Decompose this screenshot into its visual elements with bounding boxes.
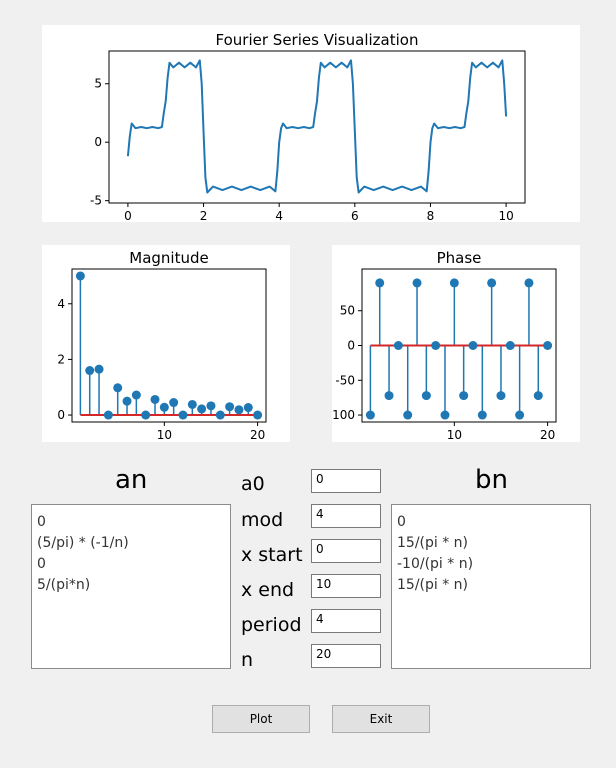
y-tick-label: 0 — [347, 339, 355, 353]
series-line — [126, 59, 508, 194]
stem-marker — [393, 341, 403, 350]
chart-title: Magnitude — [129, 249, 208, 267]
stem-marker — [225, 402, 235, 412]
stem-marker — [85, 366, 95, 376]
stem-marker — [234, 405, 244, 415]
an-line: 0 — [37, 556, 46, 572]
bn-line: 15/(pi * n) — [397, 535, 469, 551]
phase-chart: Phase 10 20 100 -50 0 50 — [332, 249, 557, 442]
stem-marker — [403, 410, 413, 420]
stem-marker — [375, 278, 385, 288]
y-tick-label: 4 — [57, 297, 65, 311]
stem-marker — [113, 383, 123, 393]
y-tick-label: 0 — [57, 408, 65, 422]
stem-marker — [533, 391, 543, 401]
period-label: period — [241, 614, 302, 636]
an-line: 0 — [37, 514, 46, 530]
fourier-series-chart: Fourier Series Visualization 0 2 4 6 8 10 -5 0 5 — [90, 31, 526, 223]
magnitude-plot: Magnitude 10 20 0 2 4 — [42, 245, 290, 442]
x-tick-label: 20 — [540, 428, 555, 442]
stem-marker — [187, 399, 197, 409]
stem-marker — [477, 410, 487, 420]
x-tick-label: 0 — [124, 209, 132, 223]
an-line: (5/pi) * (-1/n) — [37, 535, 129, 551]
x-start-label: x start — [241, 544, 303, 566]
x-tick-label: 6 — [351, 209, 359, 223]
stem-marker — [431, 341, 441, 350]
an-textarea[interactable]: 0 (5/pi) * (-1/n) 0 5/(pi*n) — [31, 504, 231, 669]
stem-marker — [215, 410, 225, 420]
fourier-series-plot: Fourier Series Visualization 0 2 4 6 8 10 -5 0 5 — [42, 25, 580, 223]
y-tick-label: 5 — [94, 77, 102, 91]
mod-input[interactable]: 4 — [311, 504, 381, 528]
x-end-input[interactable]: 10 — [311, 574, 381, 598]
stem-marker — [178, 410, 188, 420]
y-tick-label: 100 — [332, 408, 355, 422]
stem-marker — [421, 391, 431, 401]
stem-marker — [496, 391, 506, 401]
bn-line: -10/(pi * n) — [397, 556, 474, 572]
x-tick-label: 10 — [157, 428, 172, 442]
bn-line: 0 — [397, 514, 406, 530]
stem-marker — [94, 364, 104, 374]
x-end-label: x end — [241, 579, 295, 601]
stem-marker — [131, 390, 141, 400]
stem-marker — [468, 341, 478, 350]
stem-marker — [169, 398, 179, 408]
stem-marker — [197, 404, 207, 414]
y-tick-label: 50 — [340, 304, 355, 318]
bn-title: bn — [475, 465, 508, 495]
stem-marker — [159, 402, 169, 412]
bn-textarea[interactable]: 0 15/(pi * n) -10/(pi * n) 15/(pi * n) — [391, 504, 591, 669]
stem-marker — [384, 391, 394, 401]
stem-marker — [150, 394, 160, 404]
exit-button[interactable]: Exit — [332, 705, 430, 733]
plot-frame — [108, 50, 526, 204]
stem-marker — [459, 391, 469, 401]
y-tick-label: -5 — [90, 194, 102, 208]
chart-title: Fourier Series Visualization — [216, 31, 419, 49]
stem-marker — [243, 403, 253, 413]
stem-marker — [515, 410, 525, 420]
stem-marker — [440, 410, 450, 420]
x-start-input[interactable]: 0 — [311, 539, 381, 563]
n-label: n — [241, 649, 254, 671]
x-tick-label: 4 — [275, 209, 283, 223]
stem-marker — [487, 278, 497, 288]
x-tick-label: 10 — [447, 428, 462, 442]
an-line: 5/(pi*n) — [37, 577, 91, 593]
y-tick-label: 0 — [94, 135, 102, 149]
x-tick-label: 8 — [427, 209, 435, 223]
y-tick-label: 2 — [57, 352, 65, 366]
x-tick-label: 20 — [250, 428, 265, 442]
plot-frame — [71, 268, 267, 423]
stem-marker — [524, 278, 534, 288]
a0-label: a0 — [241, 473, 265, 495]
stem-marker — [206, 401, 216, 411]
stem-marker — [103, 410, 113, 420]
stem-marker — [449, 278, 459, 288]
stem-marker — [75, 271, 85, 281]
x-tick-label: 10 — [498, 209, 513, 223]
bn-line: 15/(pi * n) — [397, 577, 469, 593]
stem-marker — [543, 341, 553, 350]
stem-marker — [505, 341, 515, 350]
period-input[interactable]: 4 — [311, 609, 381, 633]
stem-marker — [412, 278, 422, 288]
stem-marker — [141, 410, 151, 420]
plot-button[interactable]: Plot — [212, 705, 310, 733]
chart-title: Phase — [437, 249, 482, 267]
n-input[interactable]: 20 — [311, 644, 381, 668]
phase-plot: Phase 10 20 100 -50 0 50 — [332, 245, 580, 442]
y-tick-label: -50 — [335, 373, 355, 387]
magnitude-chart: Magnitude 10 20 0 2 4 — [57, 249, 267, 442]
x-tick-label: 2 — [200, 209, 208, 223]
stem-marker — [253, 410, 263, 420]
stem-marker — [122, 396, 132, 406]
an-title: an — [115, 465, 148, 495]
stem-marker — [365, 410, 375, 420]
a0-input[interactable]: 0 — [311, 469, 381, 493]
mod-label: mod — [241, 509, 284, 531]
